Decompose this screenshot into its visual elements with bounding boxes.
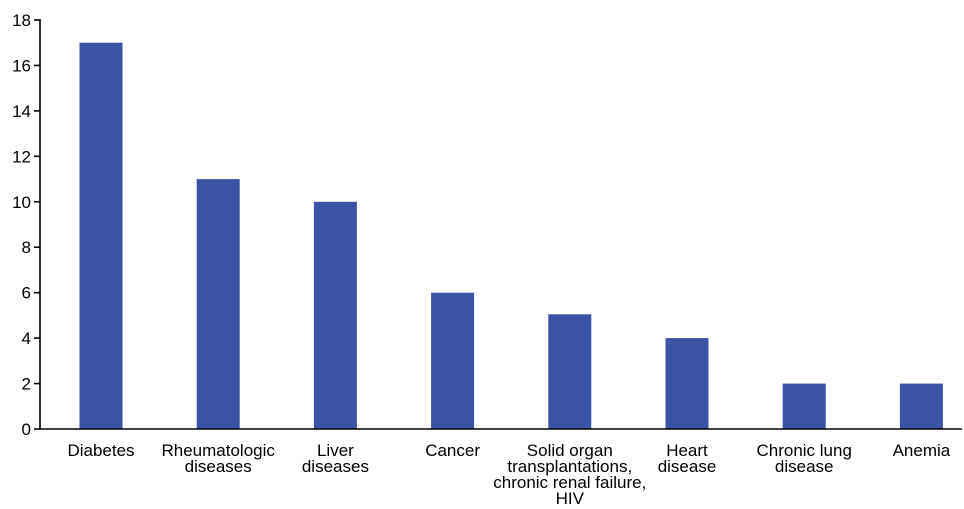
bar-4 xyxy=(548,314,592,429)
y-tick-label-14: 14 xyxy=(12,102,31,121)
y-tick-label-16: 16 xyxy=(12,56,31,75)
x-axis: Diabetes Rheumatologic diseases Liver diseas… xyxy=(40,428,962,508)
bars-group xyxy=(79,42,943,429)
bar-3 xyxy=(431,292,475,429)
x-tick-label-0: Diabetes xyxy=(67,441,134,460)
bar-0 xyxy=(79,42,123,429)
bar-2 xyxy=(313,201,357,429)
y-tick-label-12: 12 xyxy=(12,147,31,166)
x-tick-label-5: Heart disease xyxy=(658,441,717,476)
bar-5 xyxy=(665,338,709,429)
x-tick-label-3: Cancer xyxy=(425,441,480,460)
x-tick-label-1: Rheumatologic diseases xyxy=(161,441,275,476)
y-tick-label-18: 18 xyxy=(12,11,31,30)
y-axis: 0 2 4 6 8 10 12 14 16 18 xyxy=(12,11,41,439)
x-tick-label-6: Chronic lung disease xyxy=(756,441,851,476)
y-tick-label-6: 6 xyxy=(22,284,31,303)
y-tick-label-10: 10 xyxy=(12,193,31,212)
x-tick-label-2: Liver diseases xyxy=(302,441,369,476)
y-tick-label-0: 0 xyxy=(22,420,31,439)
x-tick-label-7: Anemia xyxy=(893,441,951,460)
bar-7 xyxy=(899,383,943,429)
bar-6 xyxy=(782,383,826,429)
bar-1 xyxy=(196,179,240,429)
y-tick-label-8: 8 xyxy=(22,238,31,257)
y-tick-label-4: 4 xyxy=(22,329,31,348)
y-tick-label-2: 2 xyxy=(22,375,31,394)
x-tick-label-4: Solid organ transplantations, chronic rena… xyxy=(493,441,646,508)
